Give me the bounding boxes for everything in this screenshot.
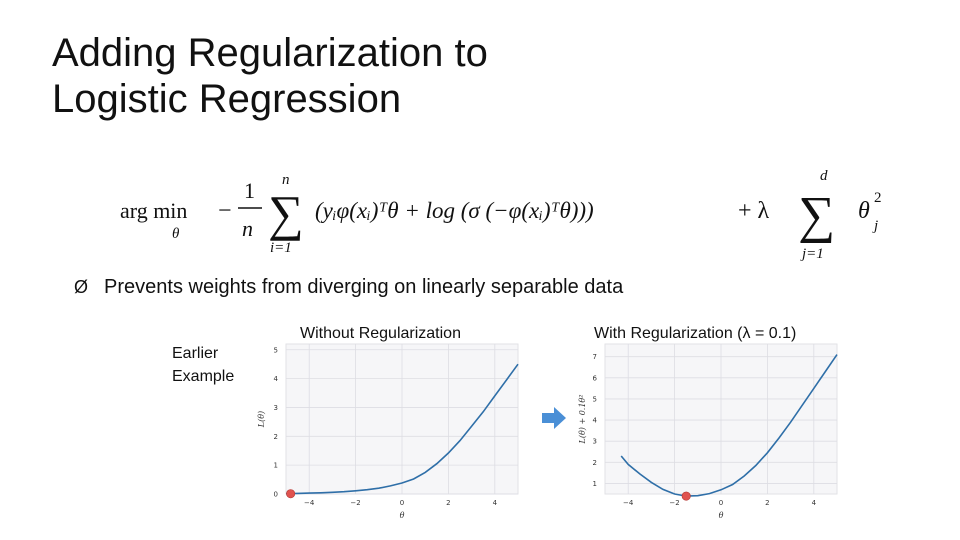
y-axis-label: L(θ) — [257, 411, 266, 428]
plot-with-regularization: −4 −2 0 2 4 1 2 3 4 5 6 7 θ L(θ) + 0.1θ² — [578, 343, 838, 520]
y-tick-label: 1 — [274, 462, 278, 470]
formula-sum2-top: d — [820, 168, 828, 184]
loss-curve — [285, 363, 519, 495]
title-line-2: Logistic Regression — [52, 77, 402, 121]
bullet-arrow-icon: Ø — [74, 277, 89, 297]
minimum-marker — [681, 491, 691, 501]
x-tick-label: 0 — [719, 499, 723, 507]
formula-sum2-sigma: ∑ — [798, 187, 835, 244]
plot-without-regularization: −4 −2 0 2 4 0 1 2 3 4 5 θ L(θ) — [257, 343, 519, 520]
bullet-point: Ø Prevents weights from diverging on lin… — [74, 276, 623, 299]
formula-theta-sup: 2 — [874, 190, 882, 206]
x-axis-label: θ — [719, 511, 724, 520]
regularized-loss-formula: arg min θ − 1 n n ∑ i=1 (yᵢφ(xᵢ)ᵀθ + log… — [120, 168, 882, 262]
minimum-marker — [286, 489, 296, 499]
x-tick-label: 2 — [765, 499, 769, 507]
y-tick-label: 1 — [593, 480, 597, 488]
formula-plus-lambda: + λ — [738, 198, 770, 224]
y-tick-label: 4 — [593, 417, 598, 425]
y-tick-label: 2 — [274, 433, 278, 441]
plot-title-with-regularization: With Regularization (λ = 0.1) — [594, 325, 797, 342]
y-tick-label: 3 — [593, 438, 597, 446]
formula-frac-den: n — [242, 216, 253, 241]
y-tick-label: 7 — [593, 353, 597, 361]
formula-frac-num: 1 — [244, 178, 255, 203]
x-tick-label: −2 — [669, 499, 679, 507]
x-axis-label: θ — [400, 511, 405, 520]
y-tick-label: 0 — [274, 491, 278, 499]
y-tick-label: 6 — [593, 374, 598, 382]
formula-body: (yᵢφ(xᵢ)ᵀθ + log (σ (−φ(xᵢ)ᵀθ))) — [315, 198, 594, 223]
earlier-line-1: Earlier — [172, 345, 219, 362]
x-tick-label: −4 — [623, 499, 634, 507]
formula-sum2-bottom: j=1 — [800, 246, 824, 262]
formula-theta-sub: j — [872, 218, 878, 234]
formula-sum1-sigma: ∑ — [268, 185, 304, 241]
y-tick-label: 4 — [274, 375, 279, 383]
earlier-line-2: Example — [172, 368, 235, 385]
y-tick-label: 3 — [274, 404, 278, 412]
x-tick-label: 0 — [400, 499, 404, 507]
y-tick-label: 2 — [593, 459, 597, 467]
title-line-1: Adding Regularization to — [52, 31, 488, 75]
bullet-text: Prevents weights from diverging on linea… — [104, 276, 624, 298]
y-tick-label: 5 — [593, 395, 597, 403]
x-tick-label: 4 — [812, 499, 817, 507]
plot-title-without-regularization: Without Regularization — [300, 325, 461, 342]
x-tick-label: −2 — [350, 499, 360, 507]
slide-title: Adding Regularization to Logistic Regres… — [52, 30, 488, 122]
x-tick-label: 4 — [493, 499, 498, 507]
formula-minus: − — [218, 198, 232, 224]
formula-argmin: arg min — [120, 198, 187, 223]
formula-sum1-bottom: i=1 — [270, 240, 292, 256]
right-arrow-icon — [542, 407, 566, 429]
formula-theta: θ — [858, 198, 870, 224]
y-tick-label: 5 — [274, 346, 278, 354]
earlier-example-label: Earlier Example — [172, 342, 234, 388]
x-tick-label: 2 — [446, 499, 450, 507]
formula-sum1-top: n — [282, 172, 290, 188]
formula-argmin-sub: θ — [172, 226, 180, 242]
y-axis-label: L(θ) + 0.1θ² — [578, 395, 587, 445]
loss-curve — [620, 354, 838, 497]
x-tick-label: −4 — [304, 499, 315, 507]
